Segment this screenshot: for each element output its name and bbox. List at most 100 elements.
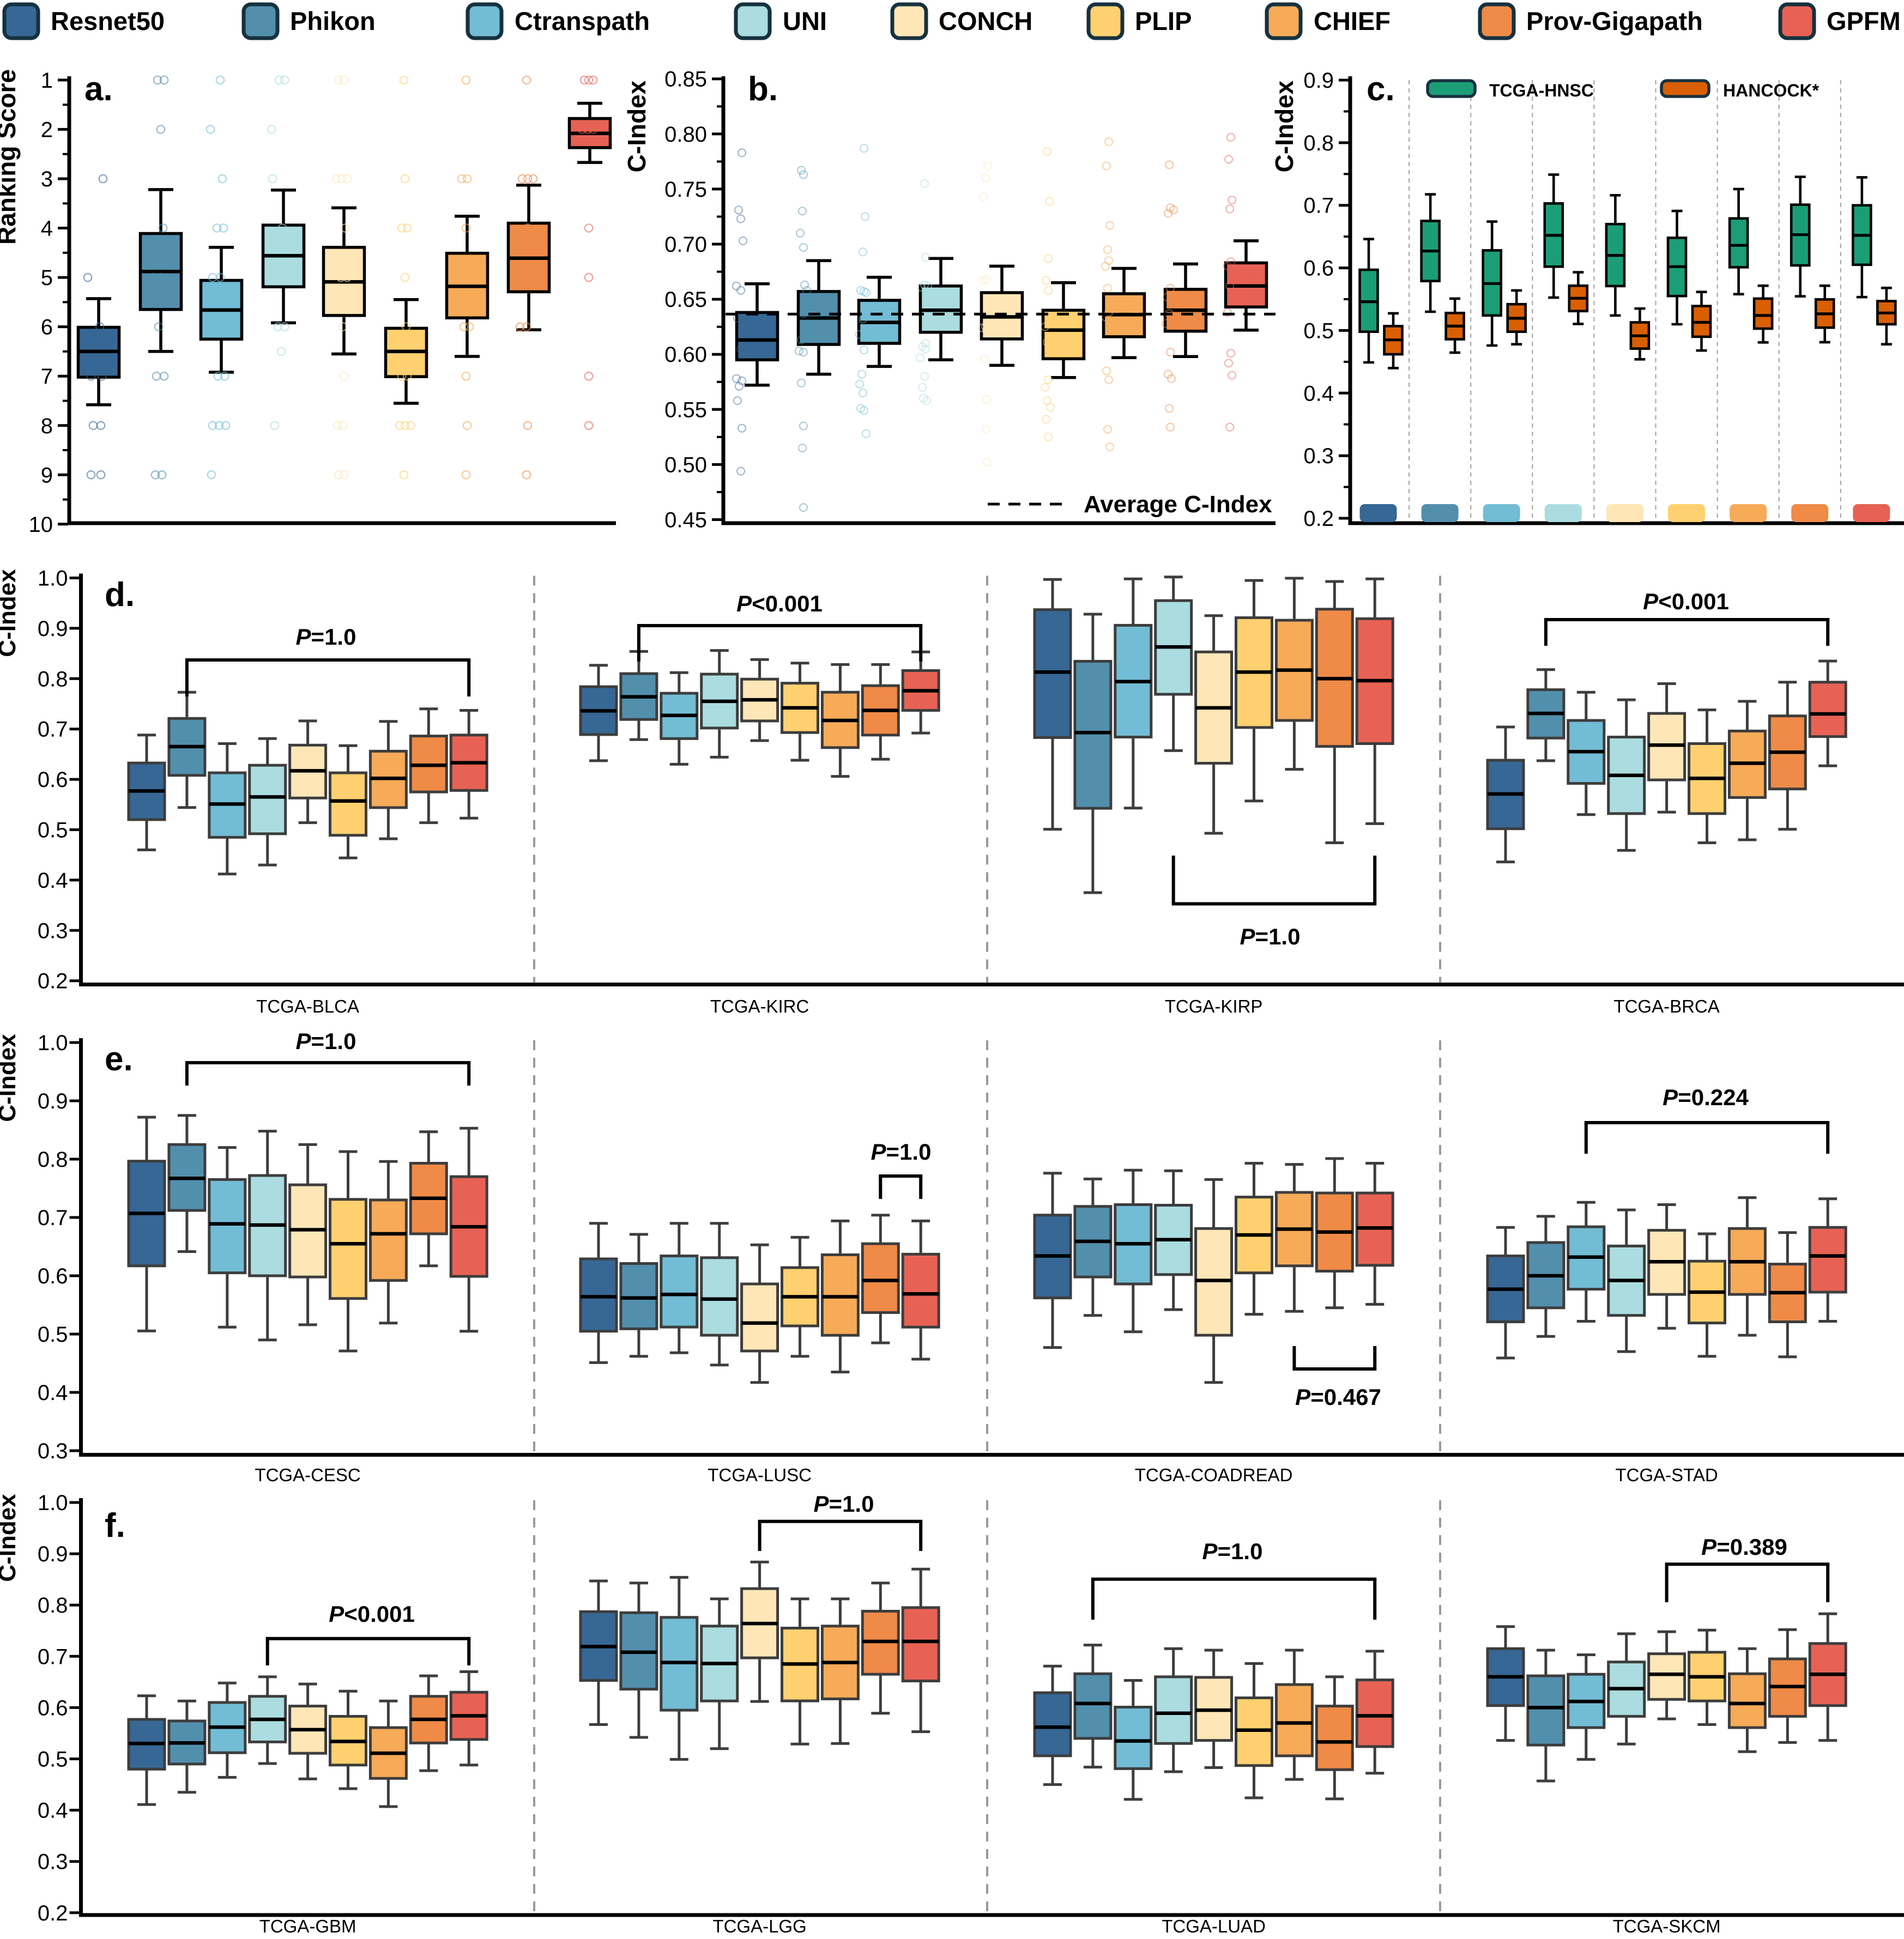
svg-text:HANCOCK*: HANCOCK* [1723,81,1820,100]
svg-text:9: 9 [41,463,53,487]
svg-text:TCGA-LUSC: TCGA-LUSC [708,1465,812,1485]
svg-text:P=0.467: P=0.467 [1295,1384,1381,1410]
svg-text:TCGA-HNSC: TCGA-HNSC [1489,81,1594,100]
svg-text:TCGA-KIRP: TCGA-KIRP [1165,996,1263,1016]
svg-text:Ctranspath: Ctranspath [515,7,650,35]
svg-text:P=1.0: P=1.0 [814,1491,874,1517]
svg-text:0.65: 0.65 [664,288,707,312]
svg-text:P=1.0: P=1.0 [871,1139,932,1165]
svg-text:3: 3 [41,167,53,191]
svg-text:0.6: 0.6 [38,1264,68,1288]
svg-text:Average C-Index: Average C-Index [1084,491,1272,518]
svg-text:0.6: 0.6 [38,1696,68,1720]
svg-text:e.: e. [105,1040,133,1078]
svg-text:0.9: 0.9 [1303,69,1334,93]
svg-text:0.9: 0.9 [38,1542,68,1566]
svg-text:f.: f. [105,1507,125,1544]
svg-text:0.7: 0.7 [1303,194,1334,218]
svg-text:0.8: 0.8 [38,1593,68,1617]
svg-text:0.8: 0.8 [38,1148,68,1172]
svg-text:0.8: 0.8 [38,667,68,691]
svg-text:a.: a. [84,70,113,108]
svg-text:0.85: 0.85 [664,68,707,92]
svg-text:C-Index: C-Index [1270,80,1298,172]
svg-text:4: 4 [41,217,53,241]
svg-text:0.80: 0.80 [664,123,707,147]
svg-text:Resnet50: Resnet50 [51,7,165,35]
svg-text:P=1.0: P=1.0 [1240,924,1301,949]
svg-text:TCGA-LGG: TCGA-LGG [712,1916,806,1936]
svg-text:0.9: 0.9 [38,617,68,641]
svg-text:0.3: 0.3 [1303,444,1334,468]
svg-text:0.70: 0.70 [664,233,707,257]
svg-text:Ranking Score: Ranking Score [0,69,21,245]
svg-text:7: 7 [41,365,53,389]
svg-text:0.2: 0.2 [1303,507,1334,531]
svg-text:0.3: 0.3 [38,1850,68,1874]
svg-text:C-Index: C-Index [0,1494,21,1582]
svg-text:0.5: 0.5 [38,819,68,843]
svg-text:0.5: 0.5 [38,1323,68,1347]
svg-text:1.0: 1.0 [38,567,68,591]
svg-text:1.0: 1.0 [38,1031,68,1055]
svg-text:PLIP: PLIP [1135,7,1192,35]
svg-text:P=1.0: P=1.0 [296,624,356,650]
svg-text:Prov-Gigapath: Prov-Gigapath [1526,7,1703,35]
svg-text:TCGA-SKCM: TCGA-SKCM [1613,1916,1721,1936]
svg-text:P<0.001: P<0.001 [736,591,823,616]
svg-text:CONCH: CONCH [939,7,1032,35]
svg-text:C-Index: C-Index [0,569,21,657]
svg-text:GPFM: GPFM [1827,7,1901,35]
svg-text:1.0: 1.0 [38,1491,68,1515]
svg-text:0.7: 0.7 [38,1645,68,1669]
svg-text:0.4: 0.4 [38,869,68,893]
svg-text:c.: c. [1367,70,1395,108]
svg-text:0.5: 0.5 [38,1748,68,1772]
svg-text:0.2: 0.2 [38,1901,68,1925]
svg-text:0.6: 0.6 [38,768,68,792]
svg-text:P<0.001: P<0.001 [329,1601,415,1627]
svg-text:Phikon: Phikon [290,7,376,35]
svg-text:C-Index: C-Index [622,80,651,172]
svg-text:b.: b. [748,70,778,108]
svg-text:d.: d. [105,576,135,614]
svg-text:0.50: 0.50 [664,453,707,477]
svg-text:0.60: 0.60 [664,343,707,367]
svg-text:TCGA-GBM: TCGA-GBM [259,1916,356,1936]
svg-text:0.3: 0.3 [38,919,68,943]
svg-text:0.4: 0.4 [38,1799,68,1823]
svg-text:0.5: 0.5 [1303,319,1334,343]
svg-text:1: 1 [41,69,53,93]
svg-text:P=1.0: P=1.0 [1202,1538,1263,1564]
svg-text:TCGA-STAD: TCGA-STAD [1615,1465,1718,1485]
svg-text:8: 8 [41,414,53,438]
svg-text:0.75: 0.75 [664,178,707,202]
svg-text:TCGA-COADREAD: TCGA-COADREAD [1135,1465,1293,1485]
svg-text:0.3: 0.3 [38,1439,68,1463]
svg-text:0.4: 0.4 [1303,381,1334,405]
svg-text:TCGA-KIRC: TCGA-KIRC [710,996,809,1016]
svg-text:CHIEF: CHIEF [1314,7,1391,35]
svg-text:0.7: 0.7 [38,718,68,742]
svg-text:TCGA-CESC: TCGA-CESC [255,1465,360,1485]
svg-text:5: 5 [41,266,53,290]
svg-text:P=1.0: P=1.0 [296,1028,356,1054]
svg-text:0.2: 0.2 [38,970,68,993]
svg-text:C-Index: C-Index [0,1034,21,1122]
svg-text:10: 10 [29,513,53,537]
svg-text:TCGA-BLCA: TCGA-BLCA [256,996,359,1016]
svg-text:2: 2 [41,118,53,142]
svg-text:0.8: 0.8 [1303,131,1334,155]
svg-text:P=0.389: P=0.389 [1701,1534,1787,1560]
svg-text:0.6: 0.6 [1303,257,1334,281]
svg-text:6: 6 [41,316,53,340]
svg-text:0.45: 0.45 [664,508,707,532]
svg-text:0.9: 0.9 [38,1089,68,1113]
svg-text:P=0.224: P=0.224 [1663,1084,1749,1110]
svg-text:0.7: 0.7 [38,1206,68,1230]
svg-text:P<0.001: P<0.001 [1643,589,1729,614]
svg-text:0.55: 0.55 [664,398,707,422]
svg-text:UNI: UNI [783,7,827,35]
svg-text:0.4: 0.4 [38,1381,68,1405]
svg-text:TCGA-BRCA: TCGA-BRCA [1613,996,1719,1016]
